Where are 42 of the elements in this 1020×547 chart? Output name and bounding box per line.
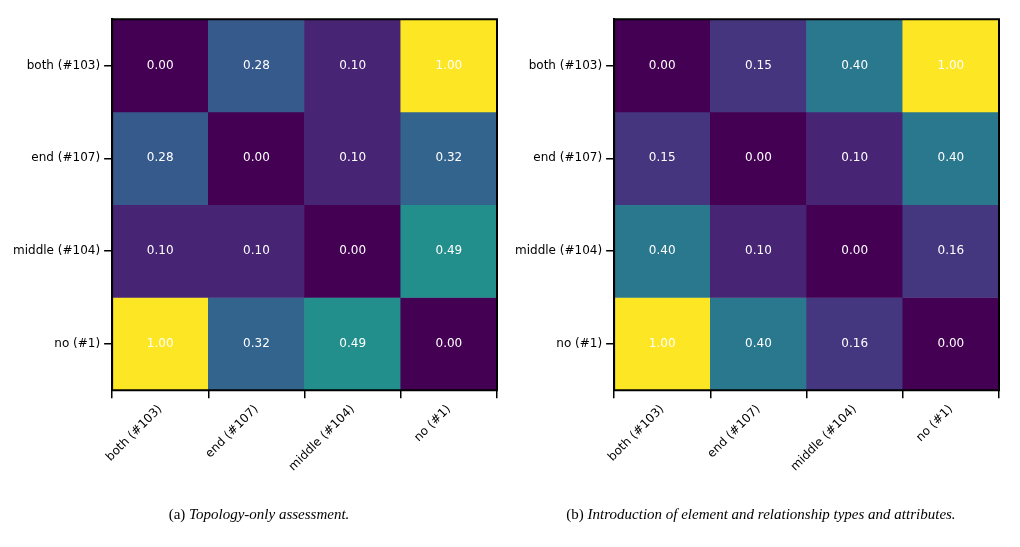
y-tick-label: no (#1) (556, 335, 603, 350)
data-label: 0.16 (841, 335, 869, 350)
text: (a) Topology-only assessment. (168, 506, 350, 522)
data-label: 0.15 (745, 57, 772, 72)
data-label: 0.00 (146, 57, 174, 72)
data-label: 1.00 (648, 335, 676, 350)
data-label: 0.00 (841, 243, 869, 258)
data-label: 0.10 (243, 243, 270, 258)
text: (b) Introduction of element and relationship types and attributes. (566, 506, 956, 522)
data-label: 0.00 (648, 57, 676, 72)
data-label: 1.00 (146, 335, 174, 350)
data-label: 0.28 (146, 150, 174, 165)
data-label: 1.00 (435, 57, 463, 72)
data-label: 0.10 (339, 150, 367, 165)
data-label: 0.40 (937, 150, 965, 165)
data-label: 0.15 (648, 150, 676, 165)
data-label: 0.00 (243, 150, 270, 165)
data-label: 0.40 (745, 335, 772, 350)
data-label: 1.00 (937, 57, 965, 72)
data-label: 0.49 (339, 335, 367, 350)
data-label: 0.00 (339, 243, 367, 258)
y-tick-label: middle (#104) (514, 243, 603, 258)
data-label: 0.40 (648, 243, 676, 258)
data-label: 0.32 (435, 150, 463, 165)
data-label: 0.28 (243, 57, 270, 72)
y-tick-label: middle (#104) (12, 243, 101, 258)
data-label: 0.10 (841, 150, 869, 165)
data-label: 0.32 (243, 335, 270, 350)
data-label: 0.10 (146, 243, 174, 258)
y-tick-label: end (#107) (533, 150, 603, 165)
data-label: 0.00 (435, 335, 463, 350)
data-label: 0.10 (339, 57, 367, 72)
data-label: 0.40 (841, 57, 869, 72)
y-tick-label: both (#103) (26, 57, 101, 72)
data-label: 0.00 (937, 335, 965, 350)
data-label: 0.16 (937, 243, 965, 258)
y-tick-label: both (#103) (528, 57, 603, 72)
y-tick-label: no (#1) (54, 335, 101, 350)
data-label: 0.00 (745, 150, 772, 165)
y-tick-label: end (#107) (31, 150, 101, 165)
data-label: 0.10 (745, 243, 772, 258)
data-label: 0.49 (435, 243, 463, 258)
